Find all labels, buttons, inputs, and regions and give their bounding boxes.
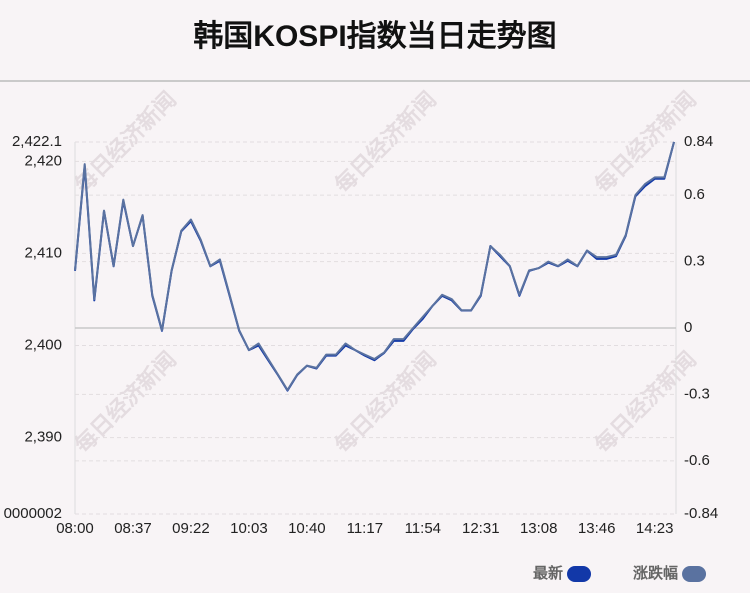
x-tick-label: 11:17 bbox=[347, 520, 383, 537]
x-tick-label: 08:00 bbox=[56, 520, 94, 537]
legend-swatch bbox=[682, 566, 707, 582]
y2-tick-label: -0.84 bbox=[684, 505, 718, 522]
x-tick-label: 09:22 bbox=[172, 520, 210, 537]
y2-tick-label: 0 bbox=[684, 319, 692, 336]
legend-swatch bbox=[567, 566, 592, 582]
y-tick-label: 2,390 bbox=[24, 429, 62, 446]
chart-title: 韩国KOSPI指数当日走势图 bbox=[193, 20, 556, 53]
x-tick-label: 14:23 bbox=[636, 520, 674, 537]
x-tick-label: 10:40 bbox=[288, 520, 326, 537]
y2-tick-label: 0.3 bbox=[684, 253, 705, 270]
series-line bbox=[74, 141, 675, 391]
y-tick-label: 2,420 bbox=[24, 152, 62, 169]
x-tick-label: 13:46 bbox=[578, 520, 616, 537]
y-tick-label: 0000002 bbox=[4, 505, 62, 522]
y2-tick-label: -0.3 bbox=[684, 385, 710, 402]
legend-label: 涨跌幅 bbox=[633, 564, 678, 582]
x-tick-label: 12:31 bbox=[462, 520, 500, 537]
y2-tick-label: -0.6 bbox=[684, 452, 710, 469]
y-tick-label: 2,400 bbox=[24, 336, 62, 353]
legend-label: 最新 bbox=[533, 564, 563, 582]
y2-tick-label: 0.6 bbox=[684, 186, 705, 203]
x-tick-label: 13:08 bbox=[520, 520, 558, 537]
x-tick-label: 10:03 bbox=[230, 520, 268, 537]
y-tick-label: 2,410 bbox=[24, 244, 62, 261]
x-tick-label: 11:54 bbox=[405, 520, 441, 537]
y-tick-label: 2,422.1 bbox=[12, 133, 62, 150]
x-tick-label: 08:37 bbox=[114, 520, 152, 537]
y2-tick-label: 0.84 bbox=[684, 133, 713, 150]
